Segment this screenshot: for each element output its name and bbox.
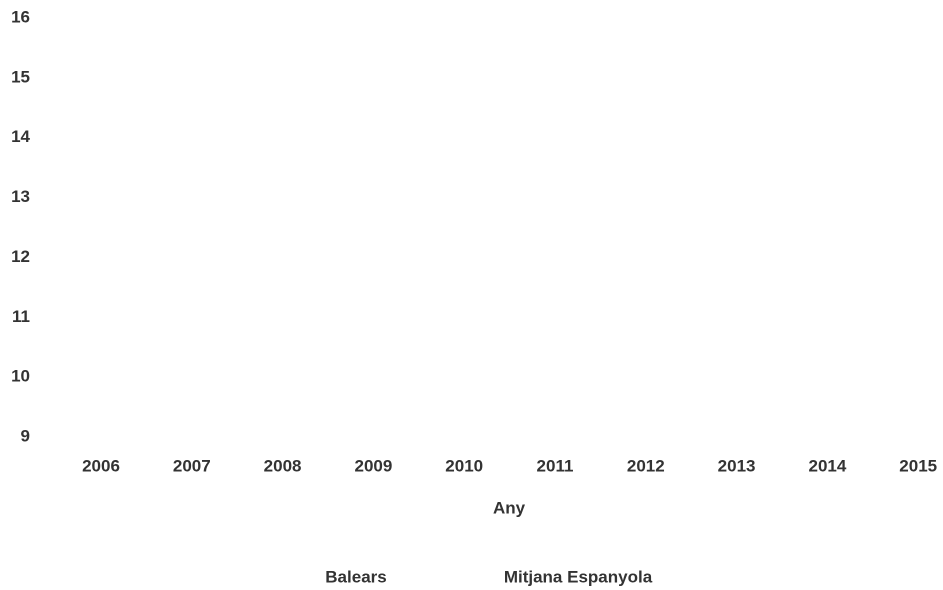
x-tick-label: 2006 bbox=[82, 456, 120, 475]
legend-label: Balears bbox=[325, 567, 386, 586]
x-tick-label: 2015 bbox=[899, 456, 937, 475]
x-tick-label: 2007 bbox=[173, 456, 211, 475]
x-tick-label: 2012 bbox=[627, 456, 665, 475]
x-tick-label: 2014 bbox=[808, 456, 846, 475]
y-tick-label: 11 bbox=[12, 307, 30, 326]
x-tick-label: 2008 bbox=[264, 456, 302, 475]
y-tick-label: 14 bbox=[11, 127, 30, 146]
x-tick-label: 2009 bbox=[354, 456, 392, 475]
x-axis-title: Any bbox=[493, 498, 526, 517]
y-tick-label: 10 bbox=[11, 367, 30, 386]
x-tick-label: 2010 bbox=[445, 456, 483, 475]
y-tick-label: 15 bbox=[11, 67, 30, 86]
x-tick-label: 2011 bbox=[537, 456, 574, 475]
y-tick-label: 12 bbox=[11, 247, 30, 266]
y-tick-label: 9 bbox=[21, 426, 30, 445]
y-tick-label: 16 bbox=[11, 7, 30, 26]
y-tick-label: 13 bbox=[11, 187, 30, 206]
legend-label: Mitjana Espanyola bbox=[504, 567, 653, 586]
x-tick-label: 2013 bbox=[718, 456, 756, 475]
